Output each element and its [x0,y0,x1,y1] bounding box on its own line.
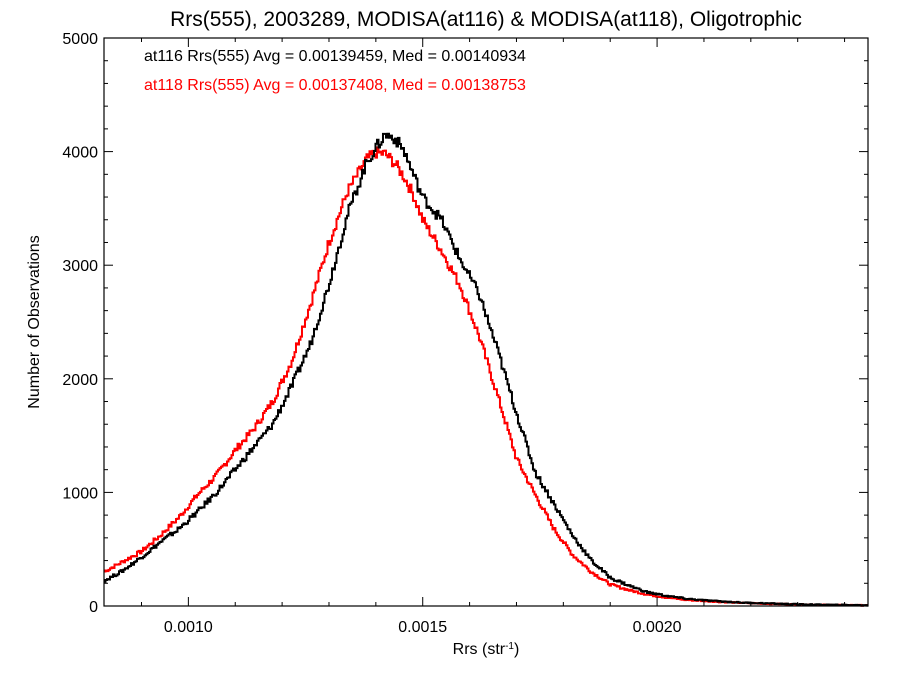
x-axis-label: Rrs (str-1) [453,641,520,659]
chart-title: Rrs(555), 2003289, MODISA(at116) & MODIS… [170,8,802,31]
x-axis-label-superscript: -1 [505,641,514,652]
y-tick-label: 4000 [62,145,98,162]
series-at118-line [104,146,869,607]
annotation-at118-stats: at118 Rrs(555) Avg = 0.00137408, Med = 0… [144,77,526,94]
y-axis-label: Number of Observations [26,235,43,408]
y-tick-label: 1000 [62,485,98,502]
y-tick-label: 3000 [62,258,98,275]
y-tick-label: 5000 [62,31,98,48]
series-at116-line [104,132,869,607]
plot-data [104,132,869,607]
x-tick-label: 0.0015 [398,619,447,636]
x-tick-label: 0.0020 [633,619,682,636]
x-axis: 0.0010 0.0015 0.0020 [140,38,846,636]
x-axis-label-text: Rrs (str [453,641,506,658]
y-tick-label: 0 [89,599,98,616]
annotation-at116-stats: at116 Rrs(555) Avg = 0.00139459, Med = 0… [144,48,526,65]
x-tick-label: 0.0010 [164,619,213,636]
y-tick-label: 2000 [62,372,98,389]
x-axis-label-suffix: ) [514,641,519,658]
y-axis: 0 1000 2000 3000 4000 5000 [62,31,868,616]
plot-frame [103,37,869,607]
